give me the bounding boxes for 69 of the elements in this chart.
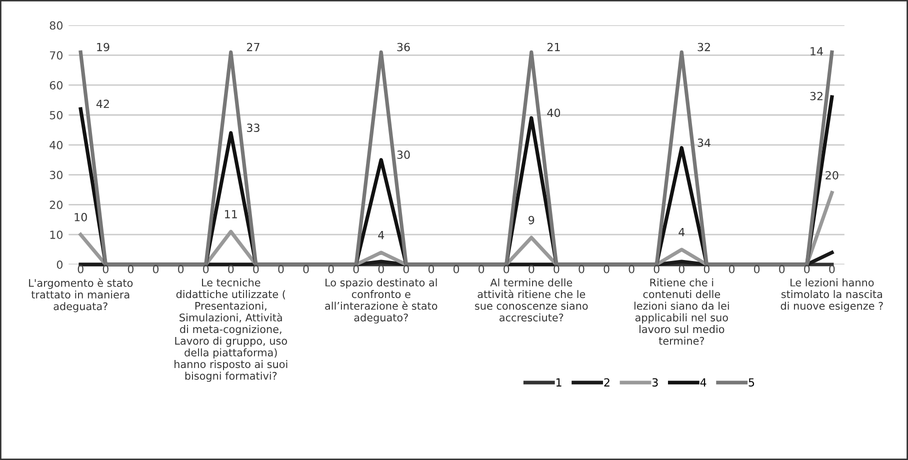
data-label: 0 [754, 264, 760, 274]
annotation: 4 [678, 228, 685, 236]
legend-label: 4 [700, 378, 706, 386]
data-label: 0 [654, 264, 660, 274]
y-tick-label: 0 [56, 260, 62, 269]
data-label: 0 [152, 264, 159, 274]
annotation: 9 [528, 216, 534, 224]
data-label: 0 [678, 264, 684, 274]
data-label: 0 [228, 264, 234, 274]
x-tick-label: Ritiene che i contenuti delle lezioni siano da lei applicabili nel suo lavoro sul medio termine? [634, 278, 729, 345]
data-label: 0 [453, 264, 460, 274]
y-tick-label: 30 [50, 170, 62, 180]
data-label: 0 [804, 264, 810, 274]
y-tick-label: 50 [50, 110, 62, 120]
annotation: 33 [247, 124, 260, 132]
data-label: 0 [554, 264, 560, 274]
data-label: 0 [353, 264, 359, 274]
x-tick-label: L'argomento è stato trattato in maniera adeguata? [29, 278, 133, 312]
data-label: 0 [203, 264, 209, 274]
data-label: 0 [604, 264, 610, 274]
y-tick-label: 20 [50, 200, 62, 210]
y-tick-label: 10 [50, 230, 62, 239]
annotation: 21 [547, 42, 560, 52]
data-label: 0 [478, 264, 484, 274]
annotation: 34 [698, 138, 710, 147]
annotation: 30 [397, 150, 410, 159]
annotation: 11 [225, 210, 237, 218]
annotation: 32 [698, 42, 710, 52]
data-label: 0 [303, 264, 309, 274]
data-label: 0 [328, 264, 334, 274]
data-label: 0 [253, 264, 259, 274]
data-label: 0 [779, 264, 785, 274]
annotation: 14 [810, 47, 823, 56]
annotation: 40 [547, 108, 560, 118]
data-label: 0 [78, 264, 84, 274]
annotation: 32 [810, 92, 822, 100]
legend-label: 2 [604, 378, 610, 386]
data-label: 0 [829, 264, 835, 274]
data-label: 0 [278, 264, 284, 274]
legend-label: 1 [556, 378, 562, 386]
data-label: 0 [628, 264, 634, 274]
legend-label: 3 [652, 378, 658, 387]
annotation: 36 [397, 42, 410, 52]
data-label: 0 [178, 264, 184, 274]
annotation: 20 [826, 171, 838, 180]
y-tick-label: 60 [50, 81, 62, 90]
data-label: 0 [528, 264, 534, 274]
annotation: 4 [378, 231, 384, 240]
category-label: Le tecniche didattiche utilizzate ( Presentazioni, Simulazioni, Attività di meta-cognizione, Lavoro di gruppo, uso della piattaforma) hanno risposto ai suoi bisogni formativi? [174, 278, 288, 382]
annotation: 10 [74, 212, 87, 222]
data-label: 0 [578, 264, 584, 274]
data-label: 0 [403, 264, 409, 274]
x-tick-label: Al termine delle attività ritiene che le sue conoscenze siano accresciute? [475, 278, 588, 322]
annotation: 19 [97, 42, 110, 52]
y-tick-label: 70 [50, 51, 62, 60]
annotation: 42 [96, 100, 109, 108]
data-label: 0 [704, 264, 710, 274]
data-label: 0 [504, 264, 510, 274]
data-label: 0 [428, 264, 434, 274]
data-label: 0 [728, 264, 735, 274]
y-tick-label: 80 [50, 21, 62, 30]
x-tick-label: Le lezioni hanno stimolato la nascita di nuove esigenze ? [780, 278, 883, 312]
data-label: 0 [128, 264, 134, 274]
data-label: 0 [378, 264, 384, 274]
annotation: 27 [246, 42, 260, 52]
legend-label: 5 [748, 378, 754, 387]
x-tick-label: Lo spazio destinato al confronto e all’interazione è stato adeguato? [325, 278, 438, 324]
y-tick-label: 40 [50, 140, 62, 150]
data-label: 0 [102, 264, 108, 274]
